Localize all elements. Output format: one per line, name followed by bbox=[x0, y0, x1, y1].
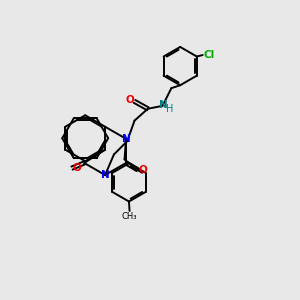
Text: O: O bbox=[138, 165, 147, 175]
Text: O: O bbox=[125, 95, 134, 105]
Text: O: O bbox=[73, 163, 81, 173]
Text: N: N bbox=[159, 100, 167, 110]
Text: N: N bbox=[101, 170, 110, 180]
Text: N: N bbox=[122, 134, 130, 144]
Text: H: H bbox=[166, 104, 174, 114]
Text: Cl: Cl bbox=[203, 50, 215, 60]
Text: CH₃: CH₃ bbox=[122, 212, 137, 221]
